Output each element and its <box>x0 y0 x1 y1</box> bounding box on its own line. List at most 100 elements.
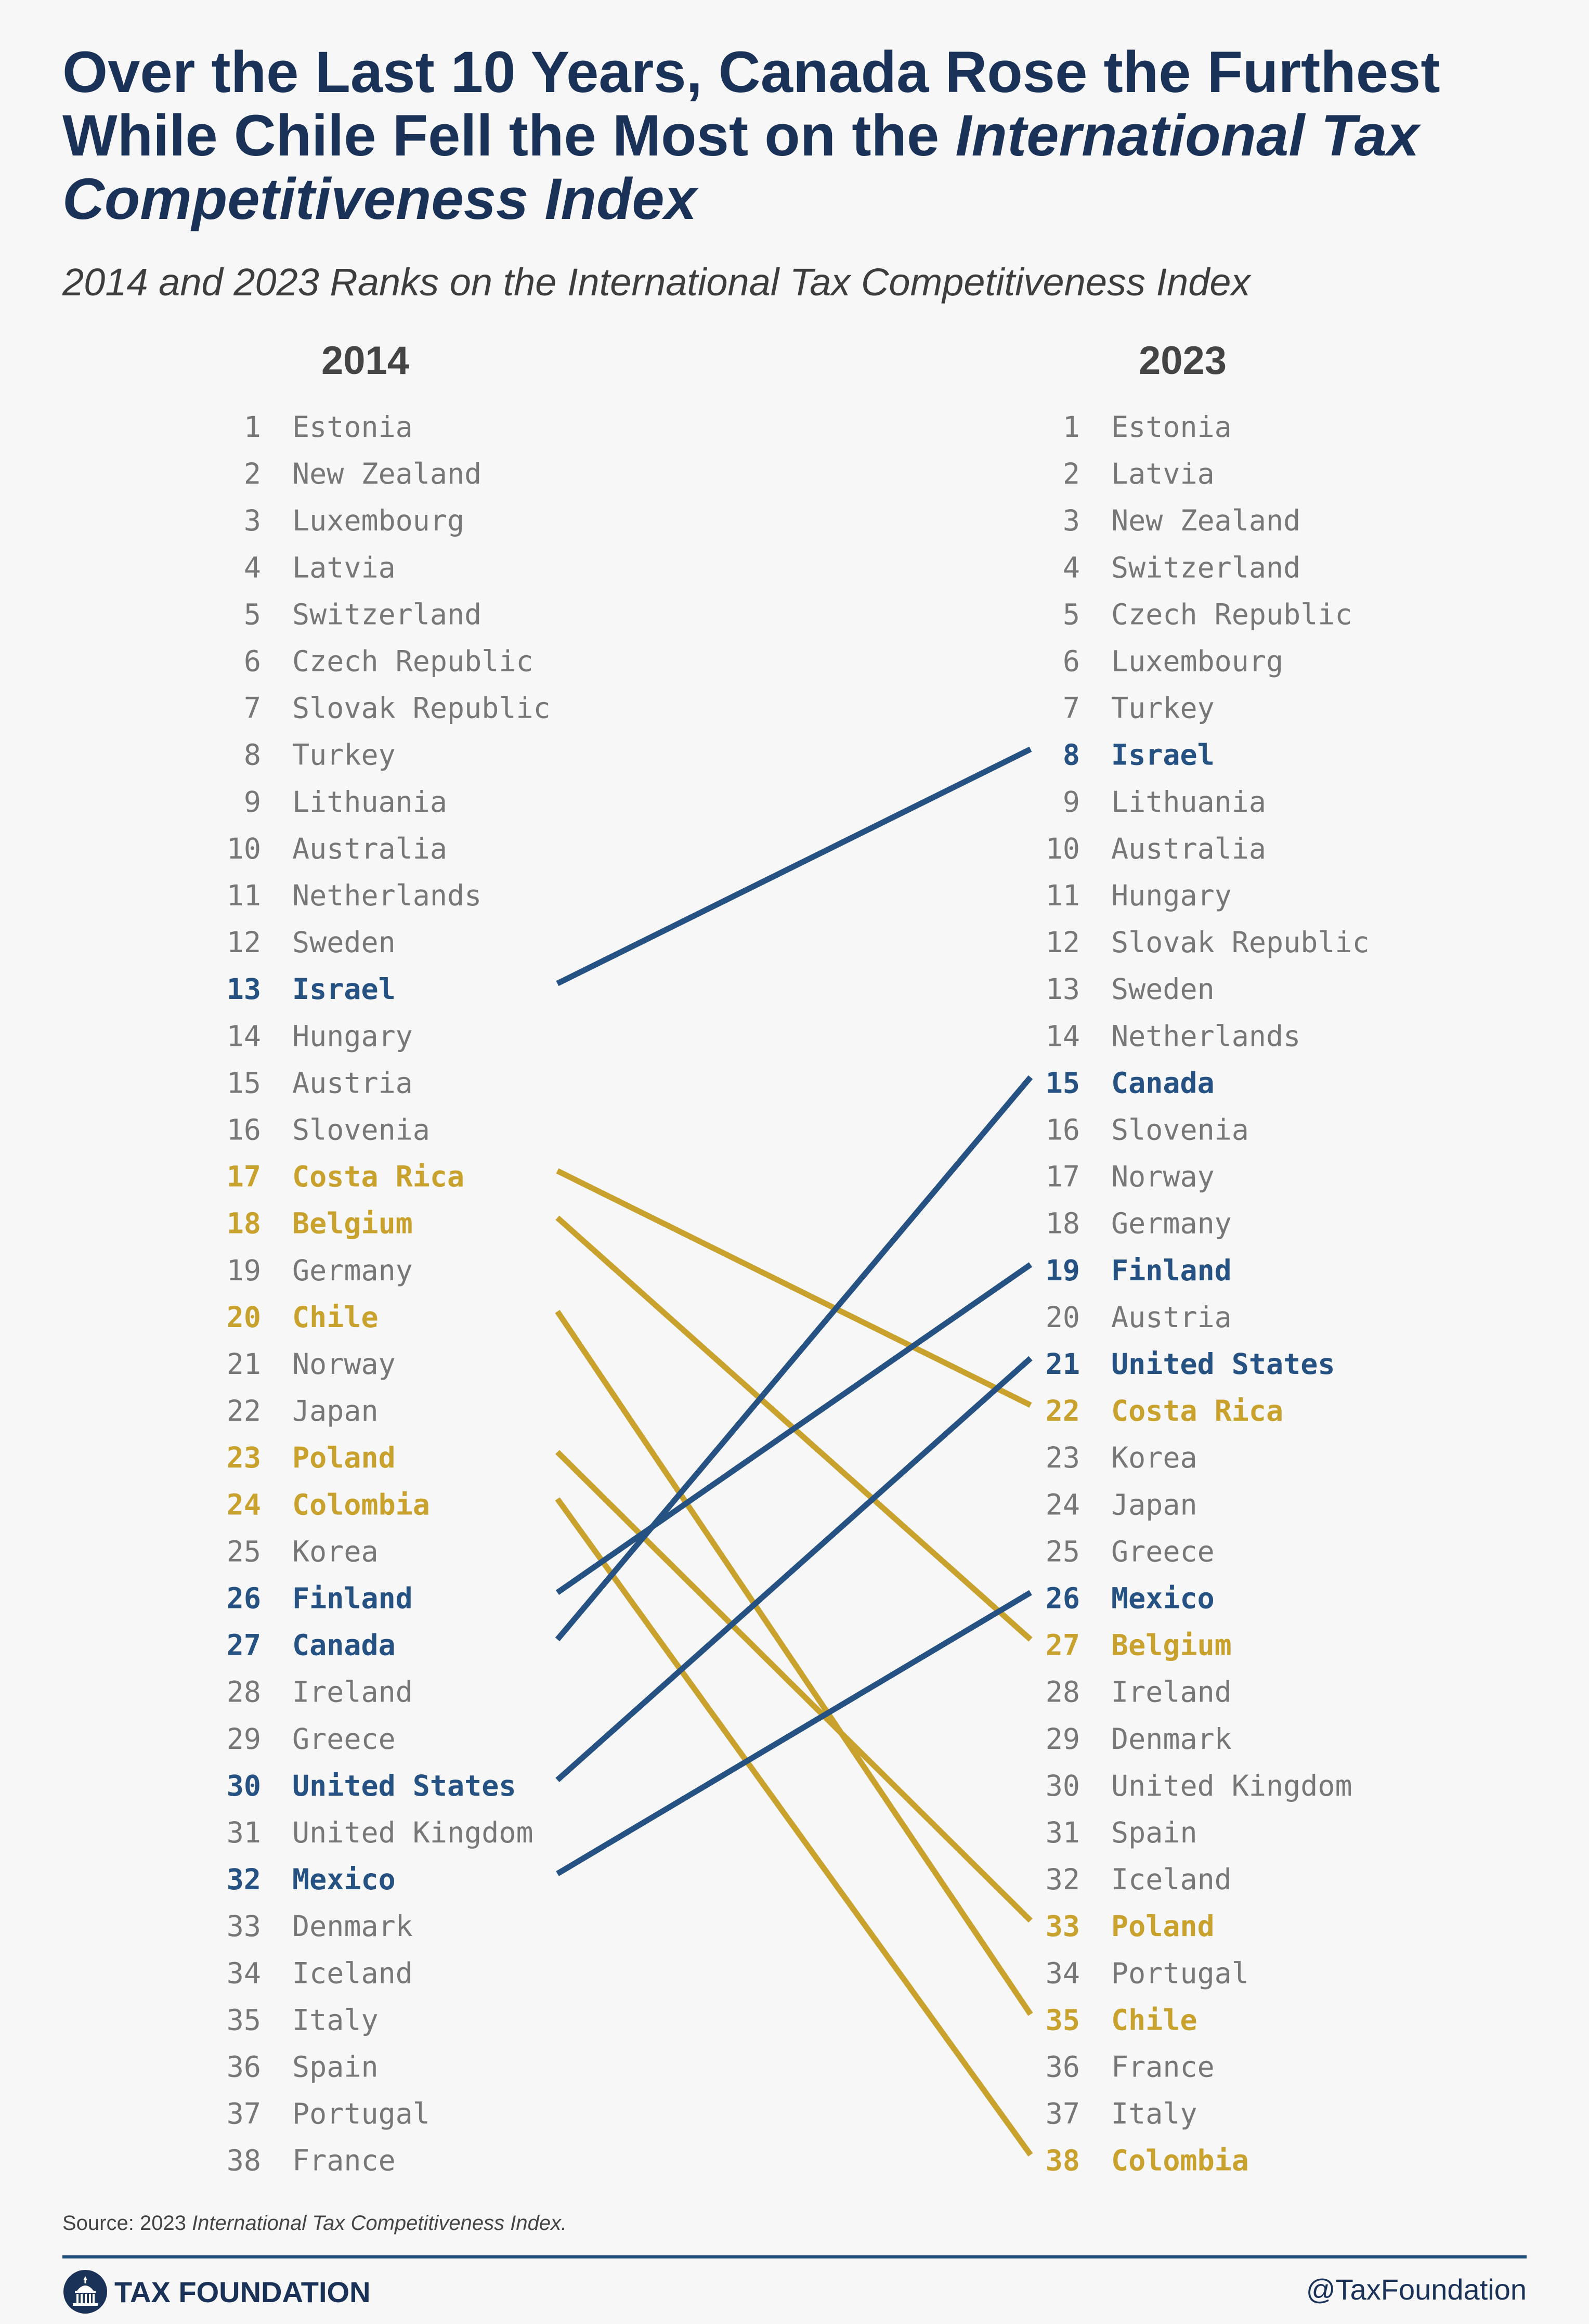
left-country-united-kingdom: United Kingdom <box>292 1816 533 1849</box>
right-rank-number: 31 <box>1046 1816 1080 1849</box>
right-country-spain: Spain <box>1111 1816 1197 1849</box>
left-rank-number: 32 <box>227 1863 261 1896</box>
left-rank-number: 4 <box>244 551 261 584</box>
right-rank-number: 25 <box>1046 1535 1080 1568</box>
right-country-norway: Norway <box>1111 1160 1215 1193</box>
right-country-germany: Germany <box>1111 1207 1232 1240</box>
right-country-latvia: Latvia <box>1111 457 1215 490</box>
left-country-finland: Finland <box>292 1582 413 1615</box>
right-country-australia: Australia <box>1111 832 1266 865</box>
right-rank-number: 23 <box>1046 1441 1080 1474</box>
left-country-france: France <box>292 2144 396 2177</box>
right-country-denmark: Denmark <box>1111 1722 1232 1756</box>
left-country-ireland: Ireland <box>292 1676 413 1709</box>
right-rank-number: 7 <box>1063 692 1080 725</box>
left-country-switzerland: Switzerland <box>292 598 481 631</box>
left-rank-number: 18 <box>227 1207 261 1240</box>
left-country-japan: Japan <box>292 1394 379 1427</box>
right-rank-number: 9 <box>1063 785 1080 819</box>
right-country-lithuania: Lithuania <box>1111 785 1266 819</box>
right-country-estonia: Estonia <box>1111 410 1232 444</box>
right-country-canada: Canada <box>1111 1066 1215 1099</box>
right-rank-list: 1 Estonia 2 Latvia 3 New Zealand 4 Switzerland 5… <box>1046 410 1370 2177</box>
left-rank-number: 16 <box>227 1113 261 1147</box>
brand-logo: TAX FOUNDATION <box>62 2268 371 2315</box>
right-country-netherlands: Netherlands <box>1111 1019 1300 1053</box>
right-country-mexico: Mexico <box>1111 1582 1215 1615</box>
right-rank-number: 26 <box>1046 1582 1080 1615</box>
right-rank-number: 14 <box>1046 1019 1080 1053</box>
left-country-turkey: Turkey <box>292 738 396 772</box>
right-rank-number: 28 <box>1046 1676 1080 1709</box>
left-rank-number: 8 <box>244 738 261 772</box>
right-country-korea: Korea <box>1111 1441 1197 1474</box>
right-country-luxembourg: Luxembourg <box>1111 645 1283 678</box>
left-country-denmark: Denmark <box>292 1910 413 1943</box>
left-rank-number: 12 <box>227 926 261 959</box>
title-line-2b: International Tax <box>955 103 1419 168</box>
right-rank-number: 27 <box>1046 1629 1080 1662</box>
left-country-norway: Norway <box>292 1347 396 1381</box>
right-country-belgium: Belgium <box>1111 1629 1232 1662</box>
right-country-poland: Poland <box>1111 1910 1215 1943</box>
left-country-lithuania: Lithuania <box>292 785 447 819</box>
right-rank-number: 16 <box>1046 1113 1080 1147</box>
left-rank-number: 37 <box>227 2097 261 2131</box>
right-rank-number: 8 <box>1063 738 1080 772</box>
right-rank-number: 5 <box>1063 598 1080 631</box>
riser-line-canada <box>555 1075 1033 1642</box>
title-line-2a: While Chile Fell the Most on the <box>62 103 956 168</box>
right-country-japan: Japan <box>1111 1488 1197 1521</box>
left-column-header: 2014 <box>321 339 410 383</box>
right-country-austria: Austria <box>1111 1301 1232 1334</box>
left-country-israel: Israel <box>292 972 396 1006</box>
chart-subtitle: 2014 and 2023 Ranks on the International… <box>62 261 1251 304</box>
faller-line-poland <box>555 1450 1033 1923</box>
left-country-united-states: United States <box>292 1769 516 1802</box>
right-rank-number: 29 <box>1046 1722 1080 1756</box>
right-rank-number: 36 <box>1046 2050 1080 2084</box>
riser-line-finland <box>555 1262 1033 1595</box>
left-rank-number: 14 <box>227 1019 261 1053</box>
right-rank-number: 24 <box>1046 1488 1080 1521</box>
left-rank-number: 13 <box>227 972 261 1006</box>
right-country-new-zealand: New Zealand <box>1111 504 1300 537</box>
left-country-colombia: Colombia <box>292 1488 430 1521</box>
left-country-canada: Canada <box>292 1629 396 1662</box>
left-rank-number: 35 <box>227 2003 261 2036</box>
right-rank-number: 15 <box>1046 1066 1080 1099</box>
left-rank-number: 21 <box>227 1347 261 1381</box>
right-rank-number: 18 <box>1046 1207 1080 1240</box>
left-rank-number: 29 <box>227 1722 261 1756</box>
riser-line-united-states <box>555 1356 1033 1783</box>
left-rank-number: 36 <box>227 2050 261 2084</box>
faller-line-chile <box>555 1309 1033 2016</box>
right-rank-number: 19 <box>1046 1254 1080 1287</box>
left-rank-number: 33 <box>227 1910 261 1943</box>
left-rank-number: 9 <box>244 785 261 819</box>
chart-title: Over the Last 10 Years, Canada Rose the … <box>62 41 1539 231</box>
right-rank-number: 6 <box>1063 645 1080 678</box>
brand-name: TAX FOUNDATION <box>114 2275 371 2308</box>
right-country-italy: Italy <box>1111 2097 1197 2131</box>
right-country-united-states: United States <box>1111 1347 1335 1381</box>
left-rank-number: 22 <box>227 1394 261 1427</box>
left-country-greece: Greece <box>292 1722 396 1756</box>
right-rank-number: 1 <box>1063 410 1080 444</box>
right-country-switzerland: Switzerland <box>1111 551 1300 584</box>
connector-lines <box>555 746 1033 2157</box>
right-rank-number: 3 <box>1063 504 1080 537</box>
left-country-hungary: Hungary <box>292 1019 413 1053</box>
social-handle: @TaxFoundation <box>1306 2273 1527 2306</box>
right-rank-number: 11 <box>1046 879 1080 912</box>
left-country-mexico: Mexico <box>292 1863 396 1896</box>
right-rank-number: 34 <box>1046 1956 1080 1990</box>
right-rank-number: 20 <box>1046 1301 1080 1334</box>
source-title: International Tax Competitiveness Index. <box>192 2212 567 2235</box>
left-rank-number: 28 <box>227 1676 261 1709</box>
right-rank-number: 35 <box>1046 2003 1080 2036</box>
left-rank-number: 17 <box>227 1160 261 1193</box>
left-country-germany: Germany <box>292 1254 413 1287</box>
